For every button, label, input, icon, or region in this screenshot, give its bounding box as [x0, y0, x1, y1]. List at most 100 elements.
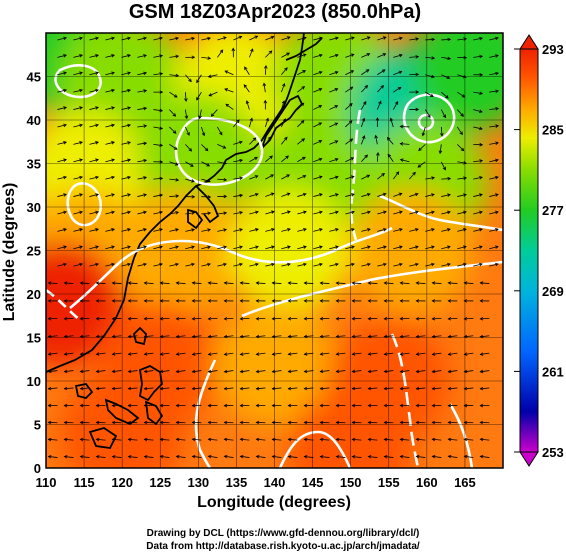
wind-arrowhead: [447, 210, 451, 215]
wind-arrow: [352, 438, 362, 441]
wind-arrow: [473, 37, 483, 41]
wind-arrowhead: [495, 124, 500, 128]
wind-arrowhead: [255, 437, 260, 442]
wind-arrowhead: [191, 299, 196, 303]
wind-arrow: [208, 317, 218, 320]
wind-arrowhead: [143, 437, 148, 442]
wind-arrow: [480, 438, 490, 441]
wind-arrowhead: [479, 316, 484, 321]
wind-arrowhead: [334, 53, 339, 58]
y-tick-label: 20: [27, 287, 41, 302]
wind-arrowhead: [239, 437, 244, 442]
wind-arrow: [265, 246, 275, 250]
wind-arrowhead: [364, 84, 369, 89]
wind-arrow: [96, 456, 106, 458]
wind-arrowhead: [350, 70, 355, 74]
isobars: [46, 64, 503, 468]
wind-arrowhead: [143, 403, 148, 408]
wind-arrowhead: [239, 176, 244, 180]
wind-arrow: [208, 282, 218, 284]
wind-arrow: [361, 193, 371, 197]
wind-arrowhead: [175, 228, 179, 232]
wind-arrowhead: [79, 403, 84, 408]
wind-arrow: [121, 37, 131, 41]
wind-arrowhead: [367, 228, 371, 232]
wind-arrowhead: [286, 36, 291, 40]
wind-arrowhead: [479, 386, 484, 391]
wind-arrow: [264, 65, 267, 75]
wind-arrowhead: [284, 136, 288, 141]
wind-arrowhead: [383, 352, 388, 356]
wind-arrow: [473, 194, 483, 197]
wind-arrow: [112, 352, 122, 355]
wind-arrowhead: [95, 210, 99, 215]
wind-arrow: [272, 335, 282, 338]
wind-arrowhead: [271, 245, 275, 249]
wind-arrow: [201, 212, 211, 215]
wind-arrow: [448, 438, 458, 441]
wind-arrow: [457, 246, 467, 250]
y-axis-ticks: 0 5 10 15 20 25 30 35 40 45: [27, 70, 41, 477]
wind-arrowhead: [479, 54, 484, 59]
wind-arrow: [280, 83, 285, 93]
wind-arrow: [441, 56, 451, 60]
wind-arrow: [448, 317, 458, 320]
wind-arrowhead: [63, 36, 67, 41]
wind-arrow: [121, 107, 131, 110]
wind-arrow: [121, 159, 131, 163]
wind-arrowhead: [349, 103, 353, 107]
wind-arrowhead: [366, 174, 371, 178]
wind-arrowhead: [318, 70, 323, 75]
wind-arrow: [112, 456, 122, 458]
wind-arrowhead: [143, 89, 148, 93]
x-tick-label: 110: [36, 475, 57, 490]
wind-arrow: [480, 335, 490, 338]
wind-arrow: [169, 91, 178, 98]
wind-arrowhead: [111, 141, 115, 145]
wind-arrow: [160, 438, 170, 441]
wind-arrowhead: [63, 175, 67, 180]
wind-arrow: [105, 37, 115, 41]
wind-arrow: [192, 455, 202, 458]
wind-arrowhead: [191, 454, 196, 459]
wind-arrow: [185, 144, 192, 152]
wind-arrowhead: [175, 369, 180, 374]
wind-arrow: [73, 228, 83, 232]
wind-arrow: [345, 175, 355, 180]
wind-arrowhead: [254, 156, 258, 161]
wind-arrowhead: [442, 166, 446, 171]
wind-arrow: [297, 246, 307, 250]
wind-arrowhead: [399, 403, 404, 408]
wind-arrowhead: [254, 192, 259, 197]
wind-arrowhead: [431, 56, 436, 60]
wind-arrow: [416, 455, 426, 458]
wind-arrow: [89, 228, 99, 232]
wind-arrowhead: [111, 316, 116, 321]
wind-arrow: [361, 263, 371, 267]
wind-arrow: [224, 70, 234, 76]
wind-arrowhead: [63, 123, 67, 128]
wind-arrowhead: [303, 386, 308, 391]
wind-arrow: [393, 263, 403, 267]
wind-arrowhead: [383, 316, 388, 321]
wind-arrowhead: [447, 454, 452, 459]
wind-arrowhead: [367, 437, 372, 442]
wind-arrow: [256, 455, 266, 458]
wind-arrowhead: [111, 455, 116, 459]
wind-arrow: [376, 101, 382, 110]
wind-arrow: [409, 193, 418, 197]
wind-arrowhead: [335, 437, 340, 442]
wind-arrowhead: [383, 262, 387, 267]
wind-arrowhead: [188, 78, 192, 83]
wind-arrowhead: [303, 299, 308, 303]
wind-arrow: [169, 126, 177, 134]
wind-arrow: [249, 246, 259, 250]
wind-arrowhead: [447, 299, 452, 303]
wind-arrowhead: [175, 281, 180, 285]
wind-arrowhead: [398, 210, 403, 214]
wind-arrowhead: [63, 141, 67, 145]
wind-arrowhead: [447, 369, 452, 374]
wind-arrowhead: [447, 37, 452, 42]
wind-arrowhead: [239, 316, 244, 321]
wind-arrow: [304, 335, 314, 338]
